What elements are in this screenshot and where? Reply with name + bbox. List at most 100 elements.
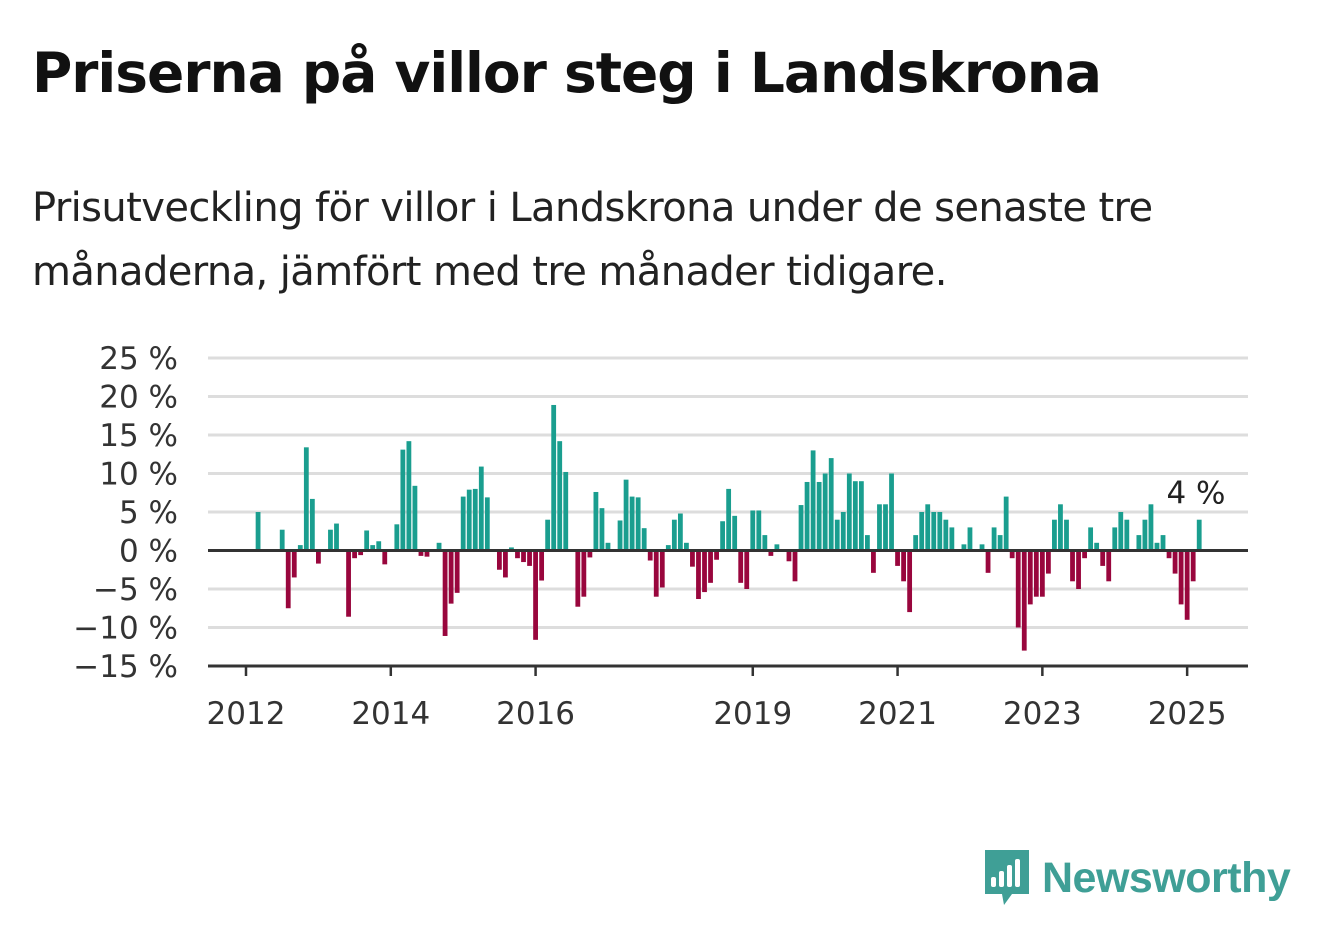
bar: [653, 550, 659, 597]
bar: [581, 550, 587, 597]
bar: [1184, 550, 1190, 620]
bar: [1154, 542, 1160, 551]
bar: [563, 471, 569, 551]
bar: [937, 512, 943, 551]
bar: [539, 550, 545, 581]
bar: [756, 510, 762, 551]
bar: [858, 481, 864, 551]
bar: [671, 519, 677, 551]
bar: [684, 542, 689, 551]
bar: [370, 545, 376, 551]
bar: [617, 520, 623, 551]
bar: [1064, 519, 1069, 551]
bar: [961, 544, 967, 551]
bar: [804, 481, 810, 551]
bar: [376, 541, 382, 551]
bar: [895, 550, 900, 566]
bar-chart: 25 %20 %15 %10 %5 %0 %−5 %−10 %−15 % 201…: [73, 341, 1248, 732]
bar: [623, 479, 629, 551]
bar: [1052, 519, 1057, 551]
y-tick-label: 5 %: [119, 495, 178, 531]
bar: [1196, 519, 1202, 551]
bar: [605, 542, 611, 551]
bar: [1124, 519, 1130, 551]
bar: [448, 550, 454, 604]
bar: [599, 508, 605, 551]
bar: [1009, 550, 1015, 559]
bar: [297, 545, 303, 551]
bar: [979, 544, 985, 551]
bar: [358, 550, 364, 556]
bar: [1070, 550, 1075, 582]
bar: [931, 512, 937, 551]
bar: [527, 550, 532, 566]
bar: [382, 550, 388, 565]
bar: [1021, 550, 1027, 651]
chart-title: Priserna på villor steg i Landskrona: [32, 41, 1102, 105]
bar: [810, 450, 816, 551]
y-tick-label: 15 %: [99, 418, 178, 454]
x-tick-label: 2014: [351, 696, 430, 732]
bar: [412, 485, 418, 551]
bar: [913, 535, 919, 551]
bar: [828, 458, 834, 551]
bar: [1166, 550, 1172, 559]
bar: [750, 510, 756, 551]
bar: [925, 504, 931, 551]
bar: [418, 550, 424, 556]
y-tick-label: −15 %: [73, 649, 178, 685]
bar: [852, 481, 858, 551]
bar: [641, 528, 647, 551]
bar: [1172, 550, 1178, 574]
y-tick-label: 10 %: [99, 457, 178, 493]
bar: [442, 550, 448, 636]
bar: [575, 550, 581, 607]
x-tick-label: 2025: [1148, 696, 1227, 732]
bar: [291, 550, 297, 578]
bar: [714, 550, 719, 560]
bar: [521, 550, 526, 563]
bar: [834, 519, 840, 551]
bar: [816, 481, 822, 551]
bar: [840, 512, 846, 551]
bar: [943, 519, 949, 551]
bar: [279, 529, 285, 551]
bar: [593, 491, 599, 551]
bar: [255, 512, 261, 551]
bar: [466, 489, 472, 551]
bar: [949, 527, 955, 551]
bar: [1045, 550, 1051, 574]
bar: [659, 550, 665, 588]
chart-subtitle: Prisutveckling för villor i Landskrona u…: [32, 185, 1153, 295]
bar: [708, 550, 713, 583]
bar: [647, 550, 653, 561]
bar: [1118, 512, 1124, 551]
bar: [738, 550, 744, 583]
bar: [1003, 496, 1009, 551]
bar: [346, 550, 351, 617]
bar: [768, 550, 774, 556]
bar: [406, 441, 412, 551]
bar: [907, 550, 913, 613]
bar: [460, 496, 466, 551]
bar: [533, 550, 538, 640]
bar: [877, 504, 882, 551]
bar: [496, 550, 502, 570]
bar: [1094, 542, 1100, 551]
bar: [798, 505, 804, 551]
bar: [1088, 527, 1094, 551]
newsworthy-logo[interactable]: Newsworthy: [982, 848, 1291, 908]
bar: [991, 527, 997, 551]
bar: [316, 550, 321, 564]
bar: [400, 449, 406, 551]
y-tick-label: −10 %: [73, 611, 178, 647]
bar: [484, 497, 490, 551]
bar: [1148, 504, 1154, 551]
bar: [883, 504, 888, 551]
bar: [997, 535, 1003, 551]
bar: [303, 447, 309, 551]
x-tick-label: 2019: [713, 696, 792, 732]
bar: [865, 535, 870, 551]
bar: [702, 550, 707, 593]
bar: [1142, 519, 1148, 551]
